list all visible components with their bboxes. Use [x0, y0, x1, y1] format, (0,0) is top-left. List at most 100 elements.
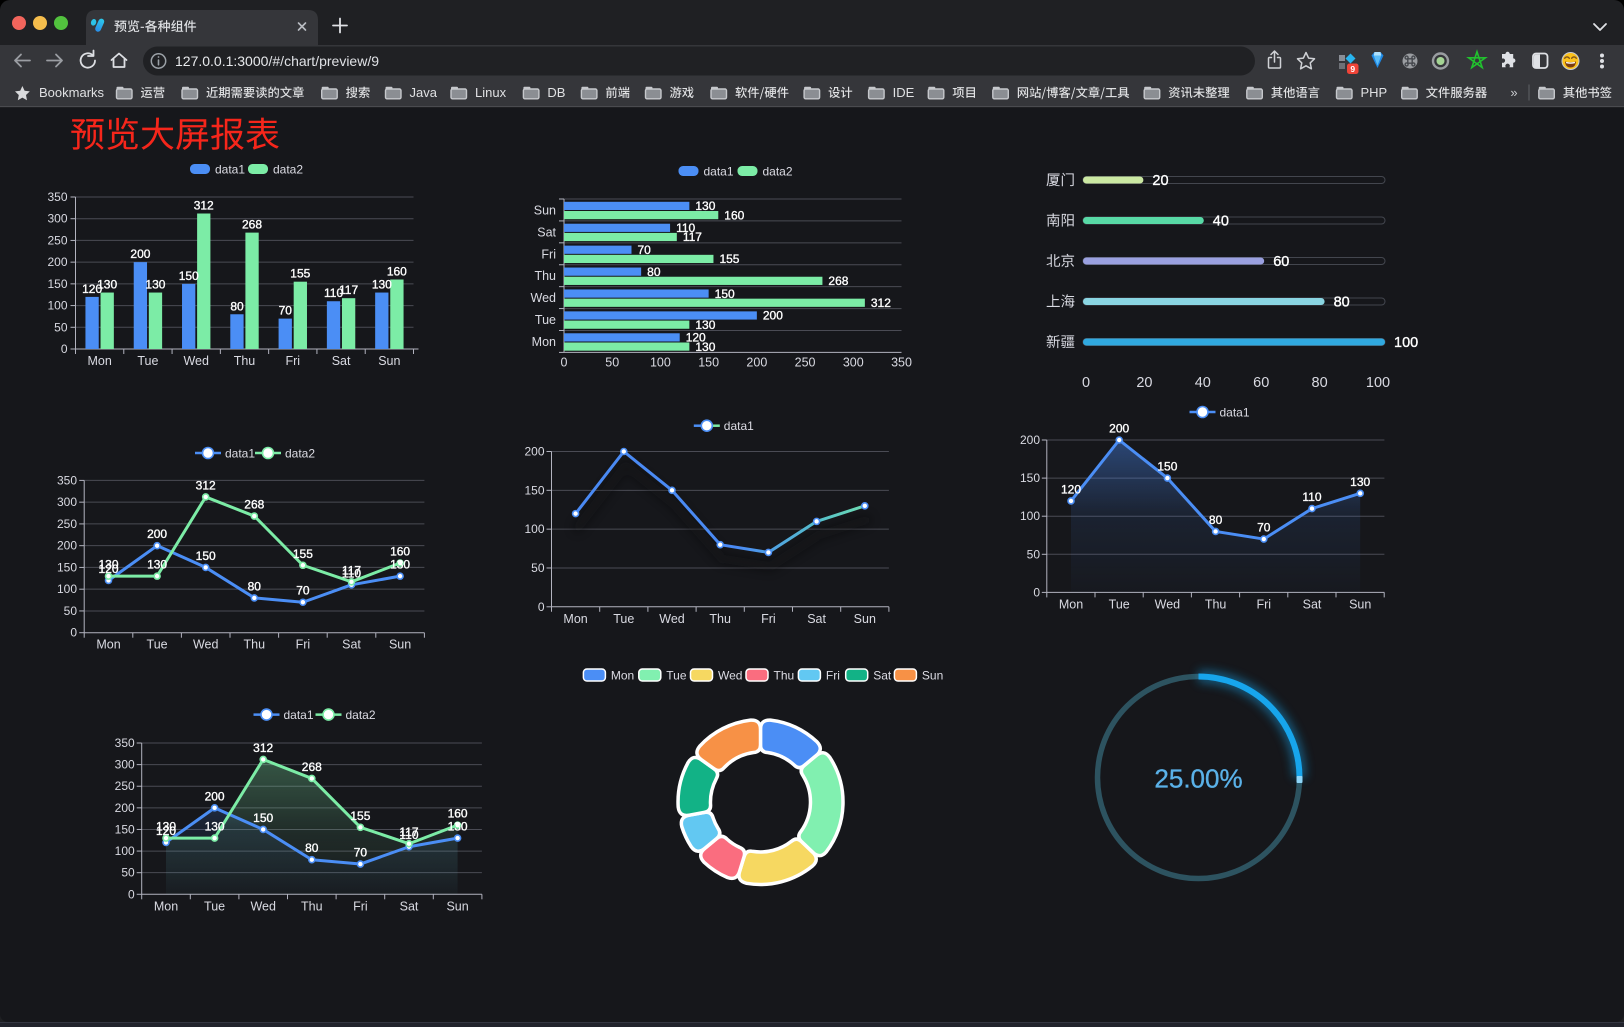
- svg-text:350: 350: [57, 473, 77, 487]
- svg-text:Thu: Thu: [301, 900, 323, 914]
- svg-text:Sun: Sun: [534, 203, 556, 217]
- svg-text:268: 268: [242, 218, 262, 232]
- svg-text:0: 0: [128, 887, 135, 901]
- svg-text:100: 100: [524, 522, 544, 536]
- svg-text:Sat: Sat: [1303, 598, 1322, 612]
- svg-text:Tue: Tue: [1109, 598, 1130, 612]
- svg-text:150: 150: [1157, 460, 1177, 474]
- svg-text:Thu: Thu: [534, 269, 556, 283]
- svg-text:9: 9: [1350, 64, 1355, 74]
- svg-text:312: 312: [196, 478, 216, 492]
- svg-text:200: 200: [1020, 433, 1040, 447]
- svg-text:40: 40: [1213, 214, 1229, 230]
- svg-text:100: 100: [1020, 509, 1040, 523]
- svg-text:»: »: [1510, 85, 1517, 100]
- svg-text:130: 130: [1350, 475, 1370, 489]
- svg-text:100: 100: [1394, 335, 1418, 351]
- svg-text:200: 200: [524, 445, 544, 459]
- svg-text:268: 268: [828, 274, 848, 288]
- svg-text:Sat: Sat: [873, 669, 892, 683]
- svg-text:Mon: Mon: [154, 900, 178, 914]
- svg-text:200: 200: [47, 255, 67, 269]
- svg-text:117: 117: [683, 230, 702, 244]
- svg-text:70: 70: [279, 304, 293, 318]
- svg-text:200: 200: [746, 356, 767, 370]
- svg-text:data1: data1: [284, 708, 314, 722]
- svg-text:Wed: Wed: [659, 612, 685, 626]
- svg-text:312: 312: [194, 199, 214, 213]
- svg-text:110: 110: [399, 828, 418, 842]
- svg-text:80: 80: [248, 579, 262, 593]
- svg-text:Mon: Mon: [96, 638, 120, 652]
- svg-text:Sun: Sun: [854, 612, 876, 626]
- svg-text:60: 60: [1273, 254, 1289, 270]
- svg-text:Wed: Wed: [193, 638, 219, 652]
- svg-text:Linux: Linux: [475, 85, 507, 100]
- svg-text:130: 130: [205, 820, 225, 834]
- svg-text:130: 130: [695, 199, 715, 213]
- svg-text:250: 250: [57, 517, 77, 531]
- svg-text:50: 50: [531, 561, 545, 575]
- svg-text:Tue: Tue: [535, 313, 556, 327]
- svg-text:300: 300: [843, 356, 864, 370]
- svg-text:130: 130: [448, 820, 468, 834]
- svg-text:110: 110: [1302, 490, 1321, 504]
- svg-text:Tue: Tue: [147, 638, 168, 652]
- svg-text:130: 130: [695, 340, 715, 354]
- svg-text:350: 350: [47, 190, 67, 204]
- svg-text:Thu: Thu: [234, 354, 256, 368]
- svg-text:250: 250: [47, 233, 67, 247]
- svg-text:130: 130: [97, 278, 117, 292]
- svg-text:50: 50: [54, 320, 68, 334]
- svg-text:Tue: Tue: [204, 900, 225, 914]
- svg-text:160: 160: [448, 807, 468, 821]
- svg-text:data2: data2: [763, 165, 793, 179]
- svg-text:Fri: Fri: [285, 354, 300, 368]
- svg-text:80: 80: [305, 841, 319, 855]
- svg-text:300: 300: [47, 212, 67, 226]
- svg-text:data2: data2: [285, 447, 315, 461]
- svg-text:data1: data1: [704, 165, 734, 179]
- svg-text:160: 160: [390, 545, 410, 559]
- svg-text:130: 130: [156, 820, 176, 834]
- svg-text:Wed: Wed: [531, 291, 557, 305]
- svg-text:160: 160: [387, 265, 407, 279]
- svg-text:70: 70: [638, 243, 652, 257]
- svg-text:150: 150: [179, 269, 199, 283]
- svg-text:312: 312: [871, 296, 891, 310]
- svg-text:100: 100: [47, 299, 67, 313]
- svg-text:80: 80: [647, 265, 661, 279]
- svg-text:150: 150: [57, 560, 77, 574]
- svg-text:155: 155: [293, 547, 313, 561]
- svg-text:150: 150: [47, 277, 67, 291]
- svg-text:data1: data1: [225, 447, 255, 461]
- svg-text:250: 250: [115, 779, 135, 793]
- svg-text:80: 80: [1334, 295, 1350, 311]
- svg-text:130: 130: [390, 558, 410, 572]
- svg-text:120: 120: [98, 562, 118, 576]
- svg-text:Fri: Fri: [1257, 598, 1272, 612]
- svg-text:Sun: Sun: [1349, 598, 1371, 612]
- svg-text:25.00%: 25.00%: [1154, 764, 1242, 794]
- svg-text:Thu: Thu: [244, 638, 266, 652]
- svg-text:Sun: Sun: [378, 354, 400, 368]
- svg-text:0: 0: [1033, 585, 1040, 599]
- svg-text:200: 200: [205, 789, 225, 803]
- svg-text:Sun: Sun: [389, 638, 411, 652]
- svg-text:0: 0: [61, 342, 68, 356]
- svg-text:Fri: Fri: [353, 900, 368, 914]
- svg-text:Fri: Fri: [761, 612, 776, 626]
- svg-text:200: 200: [1109, 422, 1129, 436]
- svg-text:Java: Java: [410, 85, 438, 100]
- svg-text:150: 150: [698, 356, 719, 370]
- svg-text:Wed: Wed: [250, 900, 276, 914]
- svg-text:Tue: Tue: [613, 612, 634, 626]
- svg-text:350: 350: [115, 736, 135, 750]
- svg-text:Wed: Wed: [718, 669, 742, 683]
- svg-text:50: 50: [64, 604, 78, 618]
- svg-text:data1: data1: [1220, 406, 1250, 420]
- svg-text:80: 80: [1312, 375, 1328, 391]
- svg-text:Sat: Sat: [400, 900, 419, 914]
- svg-text:117: 117: [339, 283, 358, 297]
- svg-text:100: 100: [115, 844, 135, 858]
